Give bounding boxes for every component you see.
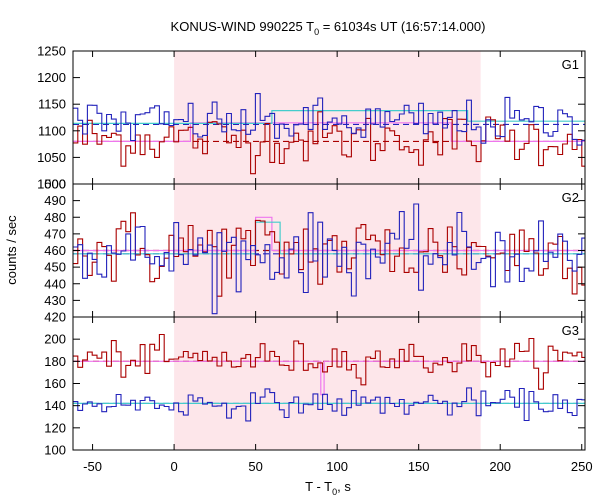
x-tick-label: 200: [489, 459, 511, 474]
y-tick-label-g3: 140: [44, 398, 66, 413]
y-tick-label-g2: 430: [44, 293, 66, 308]
y-axis-label: counts / sec: [4, 215, 19, 285]
chart-title: KONUS-WIND 990225 T0 = 61034s UT (16:57:…: [171, 19, 486, 37]
x-tick-label: 250: [571, 459, 593, 474]
y-tick-label-g3: 160: [44, 376, 66, 391]
y-tick-label-g1: 1000: [37, 177, 66, 192]
y-tick-label-g2: 470: [44, 226, 66, 241]
panel-label-g2: G2: [562, 190, 579, 205]
y-tick-label-g1: 1100: [38, 123, 66, 138]
panel-label-g3: G3: [562, 323, 579, 338]
y-tick-label-g2: 460: [44, 243, 66, 258]
fit-line-g2-cyan: [73, 221, 585, 255]
x-tick-label: 0: [170, 459, 177, 474]
x-tick-label: 150: [408, 459, 430, 474]
y-tick-label-g1: 1200: [37, 70, 66, 85]
y-tick-label-g2: 440: [44, 276, 66, 291]
y-tick-label-g2: 490: [44, 193, 66, 208]
y-tick-label-g3: 200: [44, 332, 66, 347]
count-series-g2-blue: [73, 203, 585, 315]
y-tick-label-g2: 450: [44, 260, 66, 275]
plot-layer: 100010501100115012001250G142043044045046…: [37, 44, 593, 475]
count-series-g3-red: [73, 333, 585, 390]
x-axis-label: T - T0, s: [305, 479, 351, 497]
y-tick-label-g1: 1050: [37, 150, 66, 165]
y-tick-label-g3: 100: [44, 443, 66, 458]
x-tick-label: 100: [326, 459, 348, 474]
x-tick-label: 50: [248, 459, 262, 474]
x-tick-label: -50: [83, 459, 102, 474]
y-tick-label-g3: 180: [44, 354, 66, 369]
y-tick-label-g1: 1250: [37, 44, 66, 59]
fit-line-g1-magenta: [73, 122, 585, 142]
y-tick-label-g1: 1150: [38, 97, 66, 112]
y-tick-label-g2: 500: [44, 177, 66, 192]
count-series-g3-blue: [73, 387, 585, 422]
count-series-g1-red: [73, 111, 585, 175]
fit-line-g1-cyan: [73, 110, 585, 124]
fit-line-g2-magenta: [73, 216, 585, 252]
y-tick-label-g2: 420: [44, 310, 66, 325]
y-tick-label-g2: 480: [44, 210, 66, 225]
panel-label-g1: G1: [562, 57, 579, 72]
count-series-g1-blue: [73, 93, 585, 146]
y-tick-label-g3: 120: [44, 420, 66, 435]
count-series-g2-red: [73, 212, 585, 297]
